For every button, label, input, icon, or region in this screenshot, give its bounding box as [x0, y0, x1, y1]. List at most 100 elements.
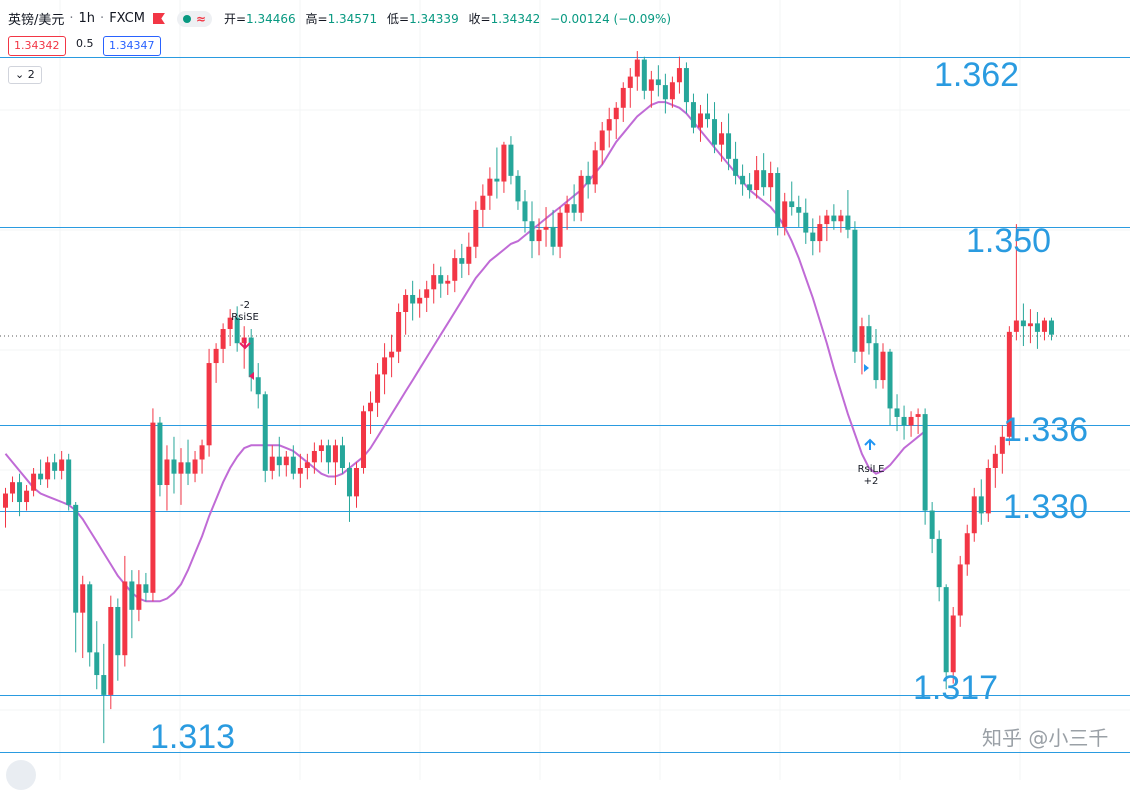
candle	[536, 218, 542, 256]
chevron-down-icon: ⌄	[15, 68, 28, 81]
short-signal-arrow-icon[interactable]	[239, 338, 251, 350]
candle	[466, 232, 472, 276]
candle	[255, 363, 261, 409]
candle-body	[466, 246, 472, 264]
candle-body	[403, 294, 409, 312]
candle-body	[901, 416, 907, 426]
candle	[817, 215, 823, 253]
candle-body	[550, 226, 556, 247]
candle	[452, 249, 458, 293]
candle-body	[508, 144, 514, 176]
candle-body	[754, 170, 760, 191]
candle	[803, 198, 809, 244]
candle-body	[248, 337, 254, 378]
interval-label[interactable]: 1h	[78, 11, 96, 26]
ohlc-values: 开=1.34466 高=1.34571 低=1.34339 收=1.34342 …	[224, 10, 677, 27]
symbol-header: 英镑/美元 · 1h · FXCM ≈ 开=1.34466 高=1.34571 …	[8, 9, 677, 28]
candle-body	[396, 312, 402, 352]
candle	[697, 104, 703, 142]
sell-price-button[interactable]: 1.34342	[8, 36, 66, 56]
candle	[985, 459, 991, 522]
candle-body	[669, 82, 675, 100]
market-status-pill[interactable]: ≈	[176, 10, 212, 27]
candle	[1034, 312, 1040, 349]
candle	[346, 462, 352, 522]
candle-body	[571, 204, 577, 213]
long-signal-arrow-icon[interactable]	[864, 438, 876, 450]
candle	[585, 161, 591, 199]
candle-body	[662, 85, 668, 100]
signal-size: -2	[240, 300, 250, 311]
candle-body	[775, 173, 781, 227]
level-label-1350: 1.350	[966, 222, 1052, 260]
candle-body	[845, 215, 851, 230]
candle	[936, 530, 942, 602]
symbol-name[interactable]: 英镑/美元	[8, 13, 65, 28]
candle	[992, 445, 998, 488]
candle	[150, 408, 156, 602]
change-value: −0.00124 (−0.09%)	[550, 12, 672, 26]
candle-body	[185, 462, 191, 474]
candle	[1048, 317, 1054, 341]
candle-body	[824, 215, 830, 225]
candle-body	[915, 414, 921, 417]
candle-body	[719, 133, 725, 145]
candle	[31, 468, 37, 497]
candle-body	[31, 473, 37, 491]
candle	[164, 445, 170, 511]
candle	[396, 303, 402, 364]
separator: ·	[100, 11, 105, 26]
high-label: 高=	[305, 12, 328, 26]
candle	[564, 195, 570, 230]
candle-body	[199, 445, 205, 460]
signal-name: RsiLE	[857, 464, 885, 475]
separator: ·	[69, 11, 74, 26]
candle-body	[164, 459, 170, 486]
candle-body	[992, 453, 998, 468]
candle	[782, 192, 788, 236]
candle-body	[859, 326, 865, 352]
candle-body	[192, 459, 198, 474]
candle	[80, 575, 86, 659]
candle-body	[24, 490, 30, 503]
close-value: 1.34342	[490, 12, 541, 26]
buy-price-button[interactable]: 1.34347	[103, 36, 161, 56]
candle-body	[80, 584, 86, 613]
flag-icon[interactable]	[152, 13, 165, 24]
candle-body	[831, 215, 837, 222]
level-label-1336: 1.336	[1003, 411, 1089, 449]
candle-body	[768, 173, 774, 188]
candle	[740, 164, 746, 196]
candle-body	[73, 504, 79, 613]
candle	[571, 184, 577, 222]
candle	[66, 453, 72, 511]
candle-body	[1027, 323, 1033, 327]
price-level-lines	[0, 57, 1130, 753]
candle-body	[740, 175, 746, 185]
candle-body	[894, 408, 900, 417]
candle-body	[459, 258, 465, 264]
candle-body	[66, 459, 72, 505]
candle-body	[220, 329, 226, 349]
candle-body	[122, 581, 128, 656]
candle-body	[171, 459, 177, 474]
candle-body	[922, 414, 928, 511]
candle-body	[803, 212, 809, 233]
candle	[38, 459, 44, 486]
candle-body	[255, 377, 261, 395]
candle-body	[136, 584, 142, 610]
candle	[901, 405, 907, 440]
candle-body	[655, 79, 661, 86]
candle	[690, 93, 696, 134]
indicator-collapse-button[interactable]: ⌄ 2	[8, 66, 42, 84]
candle-body	[599, 130, 605, 151]
candle-body	[964, 533, 970, 565]
candle	[403, 289, 409, 335]
candle-body	[354, 468, 359, 497]
low-value: 1.34339	[409, 12, 459, 26]
candle	[606, 107, 612, 148]
candle	[726, 113, 732, 171]
candle-body	[999, 436, 1005, 454]
candle-body	[346, 468, 352, 497]
